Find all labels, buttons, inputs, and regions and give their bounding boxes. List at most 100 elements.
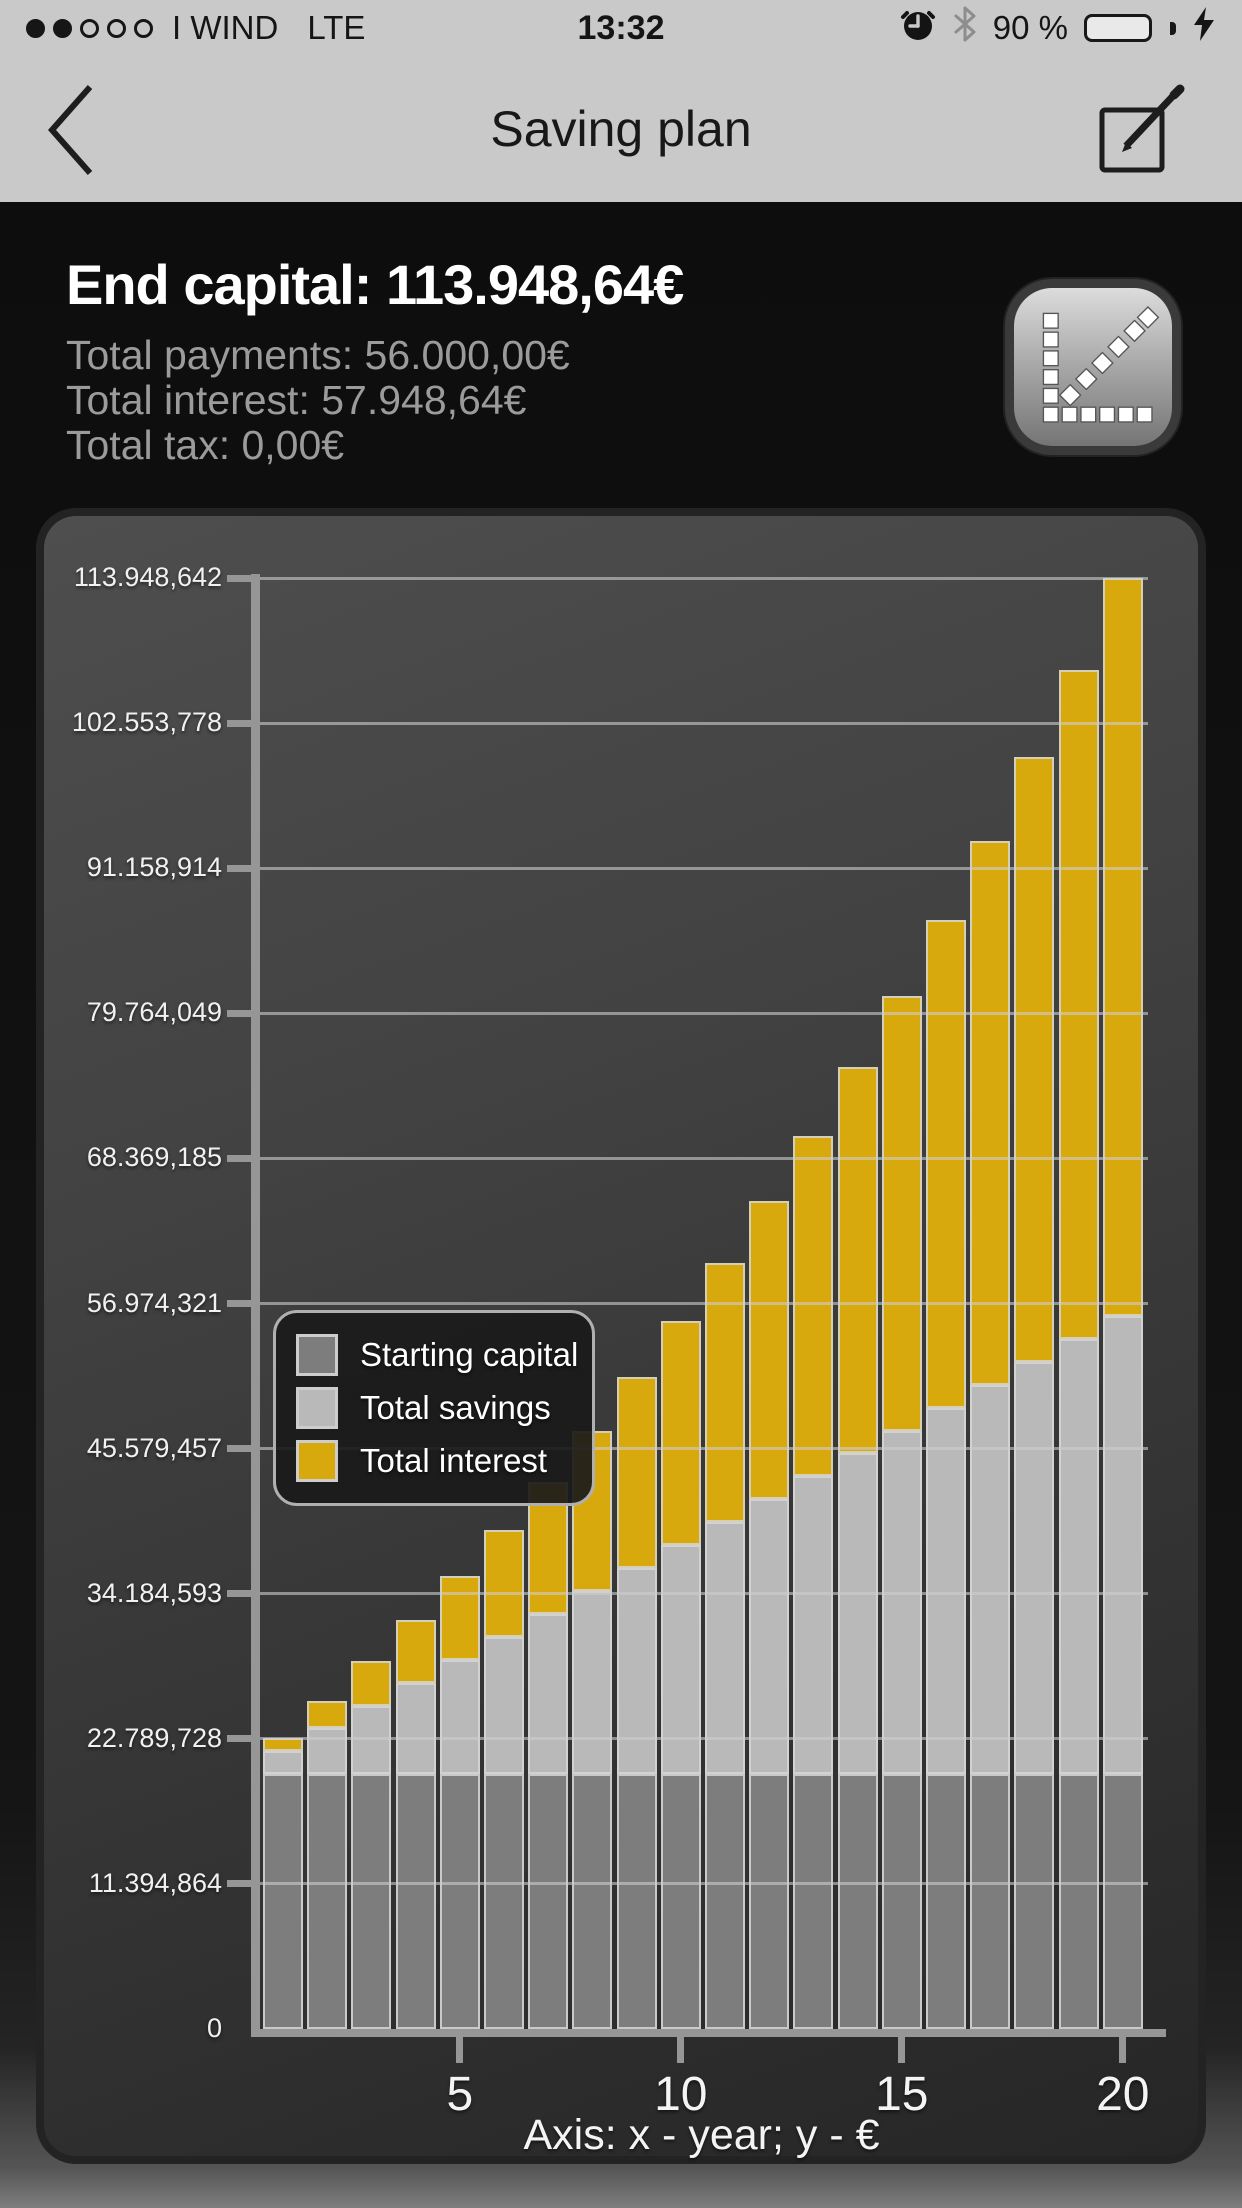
legend-label: Total savings bbox=[360, 1389, 551, 1426]
legend-label: Total interest bbox=[360, 1442, 548, 1479]
bar-year-18-total-interest bbox=[1014, 757, 1055, 1362]
bar-year-5-total-interest bbox=[439, 1575, 480, 1660]
gridline bbox=[255, 1302, 1148, 1305]
bar-year-2-starting-capital bbox=[307, 1774, 348, 2029]
bar-year-20-starting-capital bbox=[1102, 1774, 1143, 2029]
x-axis bbox=[251, 2029, 1166, 2037]
bar-year-13-total-interest bbox=[793, 1135, 834, 1477]
y-axis-label: 0 bbox=[206, 2013, 222, 2043]
signal-dot bbox=[134, 18, 153, 38]
bar-year-16-starting-capital bbox=[926, 1774, 966, 2029]
gridline bbox=[255, 1447, 1148, 1451]
content-area: End capital: 113.948,64€ Total payments:… bbox=[0, 202, 1242, 2208]
navigation-bar: Saving plan bbox=[0, 56, 1242, 202]
y-axis-label: 34.184,593 bbox=[86, 1577, 222, 1608]
bar-year-11-total-interest bbox=[705, 1262, 745, 1523]
legend-swatch bbox=[296, 1440, 338, 1482]
bar-year-17-starting-capital bbox=[970, 1774, 1011, 2029]
x-axis-tick bbox=[456, 2037, 464, 2063]
summary-block: End capital: 113.948,64€ Total payments:… bbox=[66, 252, 684, 468]
axis-caption: Axis: x - year; y - € bbox=[523, 2111, 880, 2159]
bar-year-13-starting-capital bbox=[793, 1774, 834, 2029]
bar-year-1-starting-capital bbox=[263, 1774, 303, 2029]
y-axis-label: 68.369,185 bbox=[86, 1142, 222, 1173]
legend-swatch bbox=[296, 1387, 338, 1429]
edit-button[interactable] bbox=[1096, 82, 1188, 178]
legend-label: Starting capital bbox=[360, 1336, 579, 1373]
end-capital-headline: End capital: 113.948,64€ bbox=[66, 253, 684, 316]
bar-year-2-total-interest bbox=[307, 1700, 348, 1729]
bar-year-11-starting-capital bbox=[705, 1774, 745, 2029]
bar-year-14-total-interest bbox=[837, 1067, 878, 1454]
page-title: Saving plan bbox=[490, 101, 752, 157]
chart-panel: 0 11.394,864 22.789,728 34.184,593 45.579,45… bbox=[36, 508, 1206, 2164]
compose-icon bbox=[1096, 84, 1188, 182]
signal-dot bbox=[107, 18, 126, 38]
bar-year-3-starting-capital bbox=[351, 1774, 392, 2029]
charging-bolt-icon bbox=[1192, 6, 1216, 50]
bar-year-10-total-savings bbox=[660, 1545, 701, 1775]
chart-layer: 0 11.394,864 22.789,728 34.184,593 45.579,45… bbox=[36, 508, 1206, 2164]
signal-dot bbox=[53, 18, 72, 38]
y-axis-label: 102.553,778 bbox=[71, 707, 222, 738]
battery-nub bbox=[1170, 21, 1176, 35]
bar-year-20-total-savings bbox=[1102, 1315, 1143, 1775]
bar-year-12-total-savings bbox=[749, 1499, 790, 1775]
total-tax-row: Total tax: 0,00€ bbox=[66, 422, 345, 468]
gridline bbox=[255, 1156, 1148, 1160]
bar-year-14-total-savings bbox=[837, 1453, 878, 1775]
bar-year-9-total-savings bbox=[616, 1568, 657, 1775]
status-left: I WIND LTE bbox=[26, 9, 365, 47]
y-axis-label: 79.764,049 bbox=[86, 997, 222, 1028]
total-payments-row: Total payments: 56.000,00€ bbox=[66, 332, 570, 378]
y-axis-tick bbox=[227, 1154, 255, 1162]
legend-row: Total savings bbox=[296, 1383, 572, 1433]
bluetooth-icon bbox=[953, 6, 977, 50]
bar-year-20-total-interest bbox=[1102, 578, 1143, 1316]
chevron-left-icon bbox=[42, 85, 98, 182]
bar-year-9-total-interest bbox=[616, 1377, 657, 1569]
bar-year-17-total-savings bbox=[970, 1384, 1011, 1775]
bar-year-5-starting-capital bbox=[439, 1774, 480, 2029]
x-axis-tick bbox=[1119, 2037, 1127, 2063]
bar-year-13-total-savings bbox=[793, 1476, 834, 1775]
battery-icon bbox=[1084, 14, 1152, 42]
bar-year-9-starting-capital bbox=[616, 1774, 657, 2029]
y-axis-tick bbox=[227, 1300, 255, 1307]
bar-year-1-total-interest bbox=[263, 1738, 303, 1752]
gridline bbox=[255, 1011, 1148, 1015]
bar-year-7-total-savings bbox=[528, 1613, 569, 1775]
bar-year-6-total-savings bbox=[484, 1636, 524, 1775]
bar-year-16-total-savings bbox=[926, 1407, 966, 1775]
x-axis-label: 5 bbox=[446, 2068, 474, 2121]
y-axis-tick bbox=[227, 1445, 255, 1453]
gridline bbox=[255, 1737, 1148, 1741]
y-axis-tick bbox=[227, 574, 255, 582]
bar-year-19-total-savings bbox=[1058, 1338, 1099, 1775]
y-axis-tick bbox=[227, 1590, 255, 1598]
bar-year-6-starting-capital bbox=[484, 1774, 524, 2029]
bar-year-17-total-interest bbox=[970, 840, 1011, 1385]
y-axis-label: 22.789,728 bbox=[86, 1722, 222, 1753]
gridline bbox=[255, 576, 1148, 580]
status-bar: I WIND LTE 13:32 90 % bbox=[0, 0, 1242, 56]
legend-row: Total interest bbox=[296, 1436, 572, 1486]
signal-dot bbox=[26, 18, 45, 38]
summary-rows: Total payments: 56.000,00€ Total interes… bbox=[66, 333, 683, 468]
y-axis-tick bbox=[227, 1880, 255, 1888]
chart-style-button[interactable] bbox=[1014, 288, 1172, 446]
legend-row: Starting capital bbox=[296, 1330, 578, 1380]
network-type-label: LTE bbox=[307, 9, 366, 46]
bar-year-2-total-savings bbox=[307, 1728, 348, 1775]
bar-year-3-total-interest bbox=[351, 1661, 392, 1706]
y-axis-tick bbox=[227, 1009, 255, 1017]
y-axis-tick bbox=[227, 864, 255, 872]
y-axis-label: 113.948,642 bbox=[73, 562, 222, 592]
alarm-clock-icon bbox=[899, 5, 937, 51]
bar-year-4-total-savings bbox=[395, 1682, 436, 1775]
back-button[interactable] bbox=[42, 82, 98, 178]
y-axis-label: 91.158,914 bbox=[86, 852, 222, 883]
legend-swatch bbox=[296, 1334, 338, 1376]
gridline bbox=[255, 721, 1148, 725]
